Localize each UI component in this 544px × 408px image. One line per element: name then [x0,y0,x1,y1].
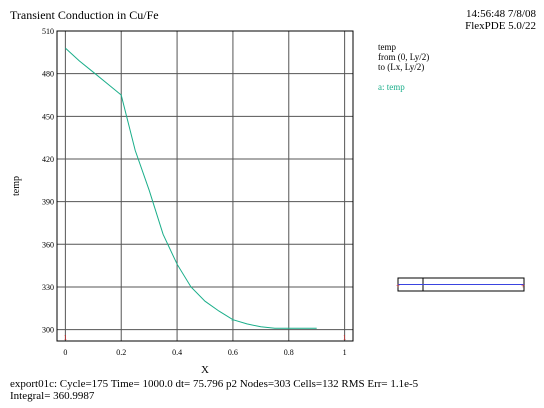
footer-stats: export01c: Cycle=175 Time= 1000.0 dt= 75… [10,378,418,402]
y-axis-label: temp [11,176,22,196]
run-stats-text: export01c: Cycle=175 Time= 1000.0 dt= 75… [10,378,419,390]
legend-heading: temp [378,42,396,52]
series-layer [65,47,317,329]
domain-inset: + + [396,277,525,292]
y-tick-label: 510 [42,27,54,36]
plot-frame [56,30,354,342]
y-tick-label: 360 [42,240,54,249]
endpoint-markers: +1 1 [64,319,347,342]
integral-text: Integral= 360.9987 [10,390,95,402]
x-tick-label: 0.8 [284,348,294,357]
x-tick-label: 0.6 [228,348,238,357]
y-tick-label: 480 [42,70,54,79]
series-line-temp [65,47,317,329]
y-tick-label: 420 [42,155,54,164]
tick-labels: 0 0.2 0.4 0.6 0.8 1 300 330 360 390 420 450 480 510 [42,27,347,357]
x-tick-label: 1 [343,348,347,357]
axis-frame [56,30,354,342]
legend-entry-temp: a: temp [378,82,405,92]
x-tick-label: 0.4 [172,348,182,357]
y-tick-label: 390 [42,198,54,207]
x-tick-label: 0 [63,348,67,357]
endpoint-marker: 1 [64,334,68,342]
curve-point-marker: + [231,319,235,325]
endpoint-marker: 1 [343,334,347,342]
timestamp-text: 14:56:48 7/8/08 [466,8,536,20]
version-text: FlexPDE 5.0/22 [465,20,536,32]
chart-title: Transient Conduction in Cu/Fe [10,8,159,22]
legend-from: from (0, Ly/2) [378,52,430,62]
inset-start-marker: + [396,282,400,290]
timestamp-block: 14:56:48 7/8/08 FlexPDE 5.0/22 [465,8,536,32]
legend-to: to (Lx, Ly/2) [378,62,425,72]
inset-end-marker: + [521,282,525,290]
x-axis-label: X [201,364,209,376]
grid-lines [57,30,353,341]
y-tick-label: 450 [42,112,54,121]
y-tick-label: 300 [42,326,54,335]
x-tick-label: 0.2 [116,348,126,357]
legend: temp from (0, Ly/2) to (Lx, Ly/2) a: tem… [378,42,429,92]
y-tick-label: 330 [42,283,54,292]
